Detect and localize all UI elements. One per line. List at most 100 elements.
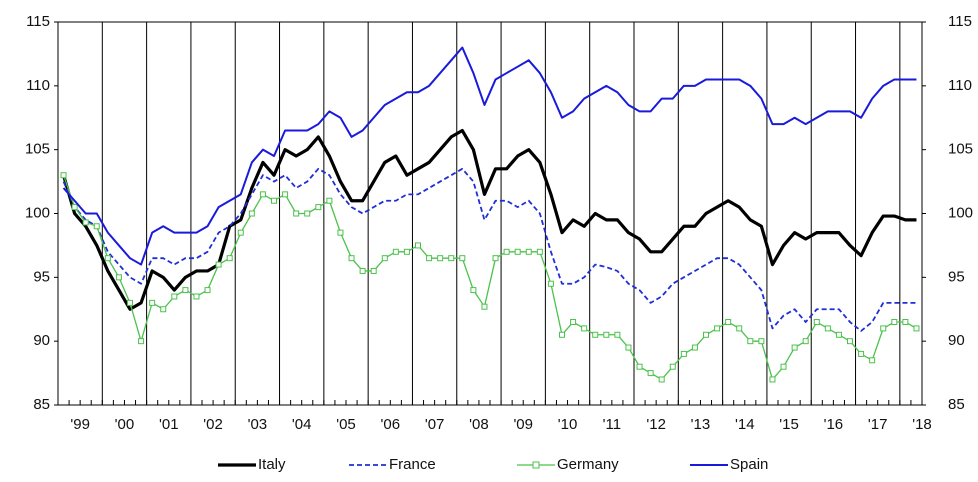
series-marker (547, 280, 554, 287)
series-marker (171, 293, 178, 300)
series-marker (525, 248, 532, 255)
series-marker (813, 319, 820, 326)
series-marker (902, 319, 909, 326)
series-marker (237, 229, 244, 236)
series-line (62, 167, 917, 332)
series-marker (293, 210, 300, 217)
x-tick-label: '99 (70, 416, 90, 433)
series-marker (714, 325, 721, 332)
x-tick-label: '04 (292, 416, 312, 433)
series-marker (348, 255, 355, 262)
series-marker (127, 299, 133, 306)
series-marker (614, 331, 621, 338)
x-tick-label: '01 (159, 416, 179, 433)
series-marker (403, 248, 410, 255)
x-tick-label: '00 (115, 416, 135, 433)
series-marker (703, 331, 709, 338)
y2-tick-label: 85 (948, 396, 965, 413)
x-tick-label: '09 (513, 416, 533, 433)
series-marker (315, 204, 322, 211)
legend-label: France (389, 456, 436, 473)
series-marker (193, 293, 200, 300)
series-marker (226, 255, 233, 262)
series-line (62, 174, 917, 381)
series-marker (514, 248, 521, 255)
x-tick-label: '08 (469, 416, 489, 433)
series-marker (736, 325, 743, 332)
y-tick-label: 110 (26, 77, 50, 94)
series-marker (448, 255, 455, 262)
series-marker (592, 331, 599, 338)
series-marker (636, 363, 643, 370)
y2-tick-label: 90 (948, 332, 965, 349)
series-line (62, 46, 917, 266)
series-marker (182, 287, 189, 294)
x-tick-label: '17 (868, 416, 888, 433)
x-tick-label: '13 (691, 416, 711, 433)
series-marker (93, 223, 100, 230)
series-marker (138, 338, 145, 345)
y-tick-label: 90 (33, 332, 50, 349)
series-marker (259, 191, 266, 198)
x-tick-label: '18 (912, 416, 932, 433)
series-marker (370, 267, 377, 274)
series-marker (337, 229, 344, 236)
series-marker (204, 287, 211, 294)
series-marker (691, 344, 698, 351)
series-marker (847, 338, 853, 345)
y-tick-label: 115 (26, 13, 50, 30)
series-marker (271, 197, 277, 204)
series-marker (669, 363, 676, 370)
x-tick-label: '06 (381, 416, 401, 433)
y2-tick-label: 100 (948, 204, 973, 221)
series-marker (160, 306, 167, 313)
legend-label: Germany (557, 456, 619, 473)
series-line (62, 128, 917, 311)
legend-label: Italy (258, 456, 286, 473)
series-marker (581, 325, 588, 332)
series-marker (880, 325, 887, 332)
series-marker (149, 299, 156, 306)
series-marker (104, 255, 111, 262)
series-marker (304, 210, 311, 217)
series-marker (503, 248, 510, 255)
series-marker (426, 255, 433, 262)
series-marker (869, 357, 876, 364)
series-marker (459, 255, 466, 262)
y-tick-label: 105 (25, 141, 50, 158)
series-marker (359, 267, 366, 274)
x-tick-label: '05 (336, 416, 356, 433)
series-marker (71, 204, 78, 211)
x-tick-label: '11 (603, 416, 621, 433)
series-marker (570, 319, 577, 326)
x-tick-label: '14 (735, 416, 755, 433)
series-marker (492, 255, 499, 262)
x-tick-label: '15 (779, 416, 799, 433)
series-marker (891, 319, 898, 326)
x-tick-label: '10 (558, 416, 578, 433)
series-marker (536, 248, 543, 255)
series-marker (470, 287, 477, 294)
series-marker (326, 197, 333, 204)
legend-marker (532, 461, 540, 469)
y-tick-label: 100 (25, 204, 50, 221)
series-marker (115, 274, 122, 281)
x-tick-label: '16 (824, 416, 844, 433)
y2-tick-label: 110 (948, 77, 972, 94)
y-tick-label: 95 (33, 268, 50, 285)
y2-tick-label: 95 (948, 268, 965, 285)
series-marker (747, 338, 754, 345)
y2-tick-label: 115 (948, 13, 972, 30)
y-tick-label: 85 (33, 396, 50, 413)
series-marker (791, 344, 798, 351)
series-marker (415, 242, 421, 249)
series-marker (437, 255, 444, 262)
series-marker (248, 210, 255, 217)
series-marker (725, 319, 732, 326)
x-tick-label: '02 (203, 416, 223, 433)
series-marker (835, 331, 842, 338)
series-marker (780, 363, 787, 370)
x-tick-label: '03 (248, 416, 268, 433)
